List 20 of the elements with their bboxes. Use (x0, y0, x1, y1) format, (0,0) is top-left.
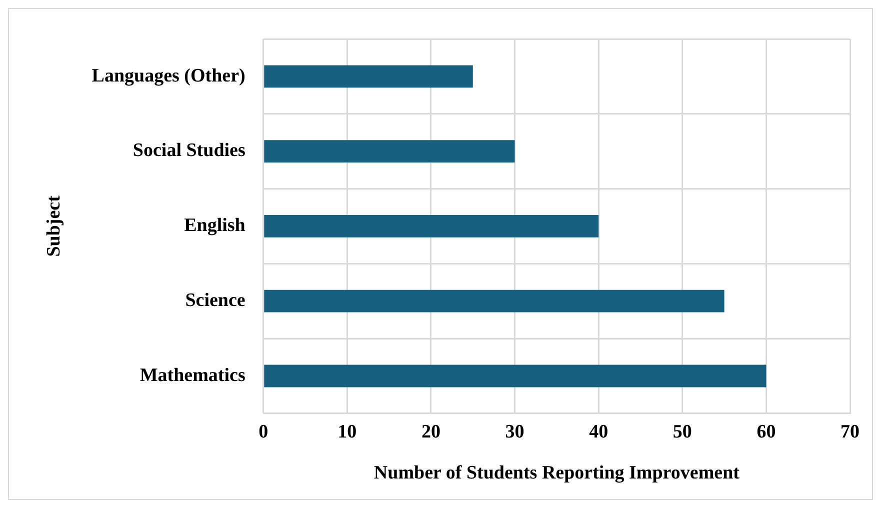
bar (264, 364, 766, 388)
bar (264, 214, 599, 238)
y-tick-label: Mathematics (140, 364, 246, 386)
x-tick-label: 40 (589, 422, 608, 443)
y-tick-label: Science (185, 290, 246, 311)
y-tick-label: English (184, 215, 246, 236)
x-tick-label: 50 (672, 422, 692, 443)
x-tick-label: 60 (756, 422, 776, 443)
bar (264, 65, 473, 88)
y-tick-label: Languages (Other) (92, 65, 246, 86)
x-tick-label: 10 (338, 422, 357, 443)
x-tick-label: 30 (505, 422, 524, 443)
y-tick-label: Social Studies (132, 140, 246, 162)
x-tick-label: 0 (258, 422, 268, 443)
bar (264, 140, 515, 163)
bar (264, 290, 724, 312)
x-tick-label: 20 (421, 422, 440, 443)
x-tick-label: 70 (840, 422, 860, 443)
x-axis-title: Number of Students Reporting Improvement (374, 462, 740, 484)
y-axis-title: Subject (43, 194, 64, 257)
